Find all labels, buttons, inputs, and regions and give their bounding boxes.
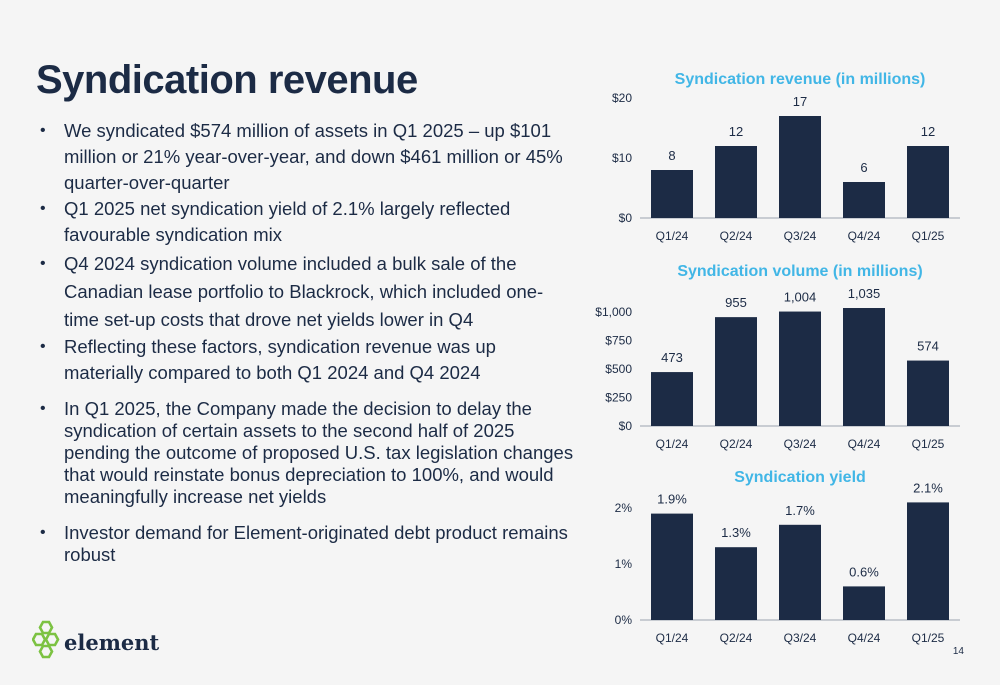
bullet-item: Reflecting these factors, syndication re… [36, 334, 576, 386]
data-label: 8 [668, 148, 675, 163]
data-label: 1,004 [784, 290, 817, 305]
y-tick-label: 2% [615, 501, 633, 515]
bar [907, 360, 949, 426]
data-label: 6 [860, 160, 867, 175]
chart-title: Syndication revenue (in millions) [675, 71, 926, 88]
bar [843, 308, 885, 426]
x-tick-label: Q1/25 [912, 631, 945, 645]
bar [843, 182, 885, 218]
x-tick-label: Q3/24 [784, 437, 817, 451]
bullet-item: In Q1 2025, the Company made the decisio… [36, 398, 576, 508]
chart-title: Syndication volume (in millions) [677, 263, 922, 280]
x-tick-label: Q3/24 [784, 229, 817, 243]
bar [651, 170, 693, 218]
x-tick-label: Q1/25 [912, 437, 945, 451]
y-tick-label: $750 [605, 334, 632, 348]
data-label: 1.3% [721, 525, 751, 540]
x-tick-label: Q1/25 [912, 229, 945, 243]
bar [651, 372, 693, 426]
x-tick-label: Q4/24 [848, 229, 881, 243]
y-tick-label: $20 [612, 91, 632, 105]
bar [907, 502, 949, 620]
bullet-item: Investor demand for Element-originated d… [36, 522, 576, 566]
y-tick-label: $0 [619, 211, 633, 225]
y-tick-label: 0% [615, 613, 633, 627]
data-label: 12 [729, 124, 743, 139]
data-label: 1,035 [848, 286, 881, 301]
bar [779, 311, 821, 426]
data-label: 0.6% [849, 564, 879, 579]
bar [715, 547, 757, 620]
y-tick-label: 1% [615, 557, 633, 571]
data-label: 1.9% [657, 492, 687, 507]
element-logo: element [32, 620, 159, 664]
syndication-volume-chart: Syndication volume (in millions) $0 $250 $5… [595, 263, 960, 451]
data-label: 574 [917, 339, 939, 354]
y-tick-label: $10 [612, 151, 632, 165]
x-tick-label: Q1/24 [656, 229, 689, 243]
bar [843, 586, 885, 620]
bar [779, 524, 821, 620]
x-tick-label: Q4/24 [848, 437, 881, 451]
logo-text: element [64, 629, 160, 655]
bullet-item: We syndicated $574 million of assets in … [36, 118, 576, 196]
data-label: 2.1% [913, 480, 943, 495]
data-label: 12 [921, 124, 935, 139]
bar [715, 146, 757, 218]
x-tick-label: Q1/24 [656, 437, 689, 451]
bullet-item: Q1 2025 net syndication yield of 2.1% la… [36, 196, 576, 248]
data-label: 955 [725, 295, 747, 310]
y-tick-label: $1,000 [595, 305, 632, 319]
x-tick-label: Q4/24 [848, 631, 881, 645]
y-tick-label: $250 [605, 391, 632, 405]
y-tick-label: $0 [619, 419, 633, 433]
bar [779, 116, 821, 218]
syndication-yield-chart: Syndication yield 0% 1% 2% 1.9% Q1/24 1.3% Q2/2… [615, 469, 960, 645]
hexagon-logo-icon [32, 620, 60, 659]
bar [651, 513, 693, 620]
x-tick-label: Q3/24 [784, 631, 817, 645]
page-number: 14 [952, 646, 964, 657]
bar [715, 317, 757, 426]
y-tick-label: $500 [605, 362, 632, 376]
page-title: Syndication revenue [36, 58, 418, 102]
chart-title: Syndication yield [734, 469, 866, 486]
data-label: 473 [661, 350, 683, 365]
bullet-list: We syndicated $574 million of assets in … [36, 118, 576, 566]
syndication-revenue-chart: Syndication revenue (in millions) $0 $10 $2… [612, 71, 960, 243]
data-label: 17 [793, 94, 807, 109]
bar [907, 146, 949, 218]
x-tick-label: Q2/24 [720, 437, 753, 451]
x-tick-label: Q1/24 [656, 631, 689, 645]
x-tick-label: Q2/24 [720, 631, 753, 645]
data-label: 1.7% [785, 503, 815, 518]
bullet-item: Q4 2024 syndication volume included a bu… [36, 250, 576, 334]
x-tick-label: Q2/24 [720, 229, 753, 243]
